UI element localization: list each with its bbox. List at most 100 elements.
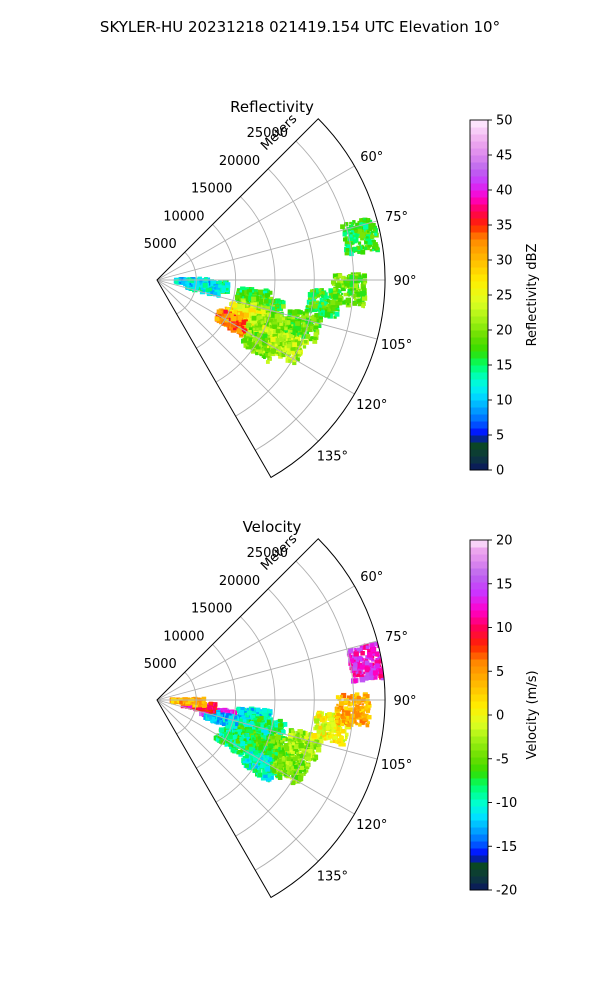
colorbar-segment [470, 358, 488, 366]
colorbar-tick-label: 35 [496, 219, 513, 234]
colorbar-tick-label: 5 [496, 429, 504, 444]
colorbar-segment [470, 729, 488, 737]
colorbar-segment [470, 288, 488, 296]
azimuth-spoke [156, 699, 355, 815]
colorbar-segment [470, 463, 488, 471]
azimuth-tick-label: 75° [385, 630, 408, 645]
colorbar-segment [470, 134, 488, 142]
colorbar-segment [470, 666, 488, 674]
colorbar-segment [470, 260, 488, 268]
colorbar-segment [470, 386, 488, 394]
colorbar-segment [470, 855, 488, 863]
range-tick-label: 15000 [191, 182, 232, 197]
colorbar-segment [470, 554, 488, 562]
colorbar-segment [470, 540, 488, 548]
velocity-colorbar-label: Velocity (m/s) [525, 670, 540, 759]
range-tick-label: 20000 [219, 574, 260, 589]
colorbar-segment [470, 225, 488, 233]
colorbar-segment [470, 722, 488, 730]
colorbar-segment [470, 785, 488, 793]
echo-cell [346, 641, 385, 684]
colorbar-segment [470, 736, 488, 744]
colorbar-segment [470, 617, 488, 625]
range-ring [215, 616, 276, 803]
colorbar-segment [470, 316, 488, 324]
colorbar-segment [470, 239, 488, 247]
range-ring [215, 196, 276, 383]
colorbar-segment [470, 351, 488, 359]
colorbar-segment [470, 330, 488, 338]
colorbar-segment [470, 169, 488, 177]
colorbar-segment [470, 449, 488, 457]
colorbar-segment [470, 764, 488, 772]
range-ring [196, 224, 237, 349]
colorbar-segment [470, 127, 488, 135]
reflectivity-azimuth-ticks: 60° 75° 90° 105° 120° 135° [317, 150, 417, 464]
colorbar-segment [470, 323, 488, 331]
reflectivity-grid [156, 118, 386, 479]
azimuth-tick-label: 60° [360, 150, 383, 165]
colorbar-segment [470, 596, 488, 604]
colorbar-tick-label: 15 [496, 577, 513, 592]
azimuth-tick-label: 90° [393, 694, 416, 709]
colorbar-segment [470, 582, 488, 590]
colorbar-segment [470, 680, 488, 688]
echo-cell [270, 750, 311, 786]
colorbar-segment [470, 792, 488, 800]
azimuth-tick-label: 135° [317, 869, 348, 884]
colorbar-tick-label: -5 [496, 752, 509, 767]
colorbar-segment [470, 414, 488, 422]
colorbar-segment [470, 267, 488, 275]
colorbar-segment [470, 659, 488, 667]
colorbar-segment [470, 673, 488, 681]
colorbar-segment [470, 883, 488, 891]
echo-cell [334, 692, 372, 728]
colorbar-segment [470, 428, 488, 436]
azimuth-spoke [156, 165, 355, 281]
colorbar-segment [470, 638, 488, 646]
colorbar-segment [470, 624, 488, 632]
azimuth-tick-label: 90° [393, 274, 416, 289]
colorbar-segment [470, 218, 488, 226]
colorbar-segment [470, 771, 488, 779]
colorbar-segment [470, 757, 488, 765]
colorbar-segment [470, 190, 488, 198]
azimuth-tick-label: 120° [356, 398, 387, 413]
colorbar-segment [470, 589, 488, 597]
echo-cell [173, 276, 211, 289]
velocity-title: Velocity [243, 518, 302, 536]
colorbar-segment [470, 435, 488, 443]
colorbar-segment [470, 827, 488, 835]
colorbar-segment [470, 155, 488, 163]
colorbar-segment [470, 197, 488, 205]
colorbar-tick-label: 5 [496, 665, 504, 680]
azimuth-spoke [156, 640, 378, 701]
range-ring [196, 644, 237, 769]
colorbar-segment [470, 344, 488, 352]
colorbar-segment [470, 372, 488, 380]
colorbar-segment [470, 806, 488, 814]
range-ring [255, 140, 354, 451]
colorbar-segment [470, 309, 488, 317]
colorbar-segment [470, 561, 488, 569]
colorbar-tick-label: 10 [496, 394, 513, 409]
colorbar-segment [470, 302, 488, 310]
colorbar-tick-label: 0 [496, 464, 504, 479]
colorbar-tick-label: 20 [496, 534, 513, 549]
colorbar-segment [470, 813, 488, 821]
colorbar-tick-label: -10 [496, 796, 517, 811]
colorbar-segment [470, 687, 488, 695]
colorbar-segment [470, 694, 488, 702]
azimuth-tick-label: 105° [381, 338, 412, 353]
velocity-grid [156, 538, 386, 899]
colorbar-segment [470, 652, 488, 660]
colorbar-segment [470, 120, 488, 128]
range-tick-label: 25000 [247, 546, 288, 561]
colorbar-tick-label: 20 [496, 324, 513, 339]
colorbar-tick-label: 10 [496, 621, 513, 636]
colorbar-tick-label: 30 [496, 254, 513, 269]
azimuth-spoke [156, 585, 355, 701]
echo-cell [311, 710, 352, 747]
azimuth-spoke [156, 279, 355, 395]
